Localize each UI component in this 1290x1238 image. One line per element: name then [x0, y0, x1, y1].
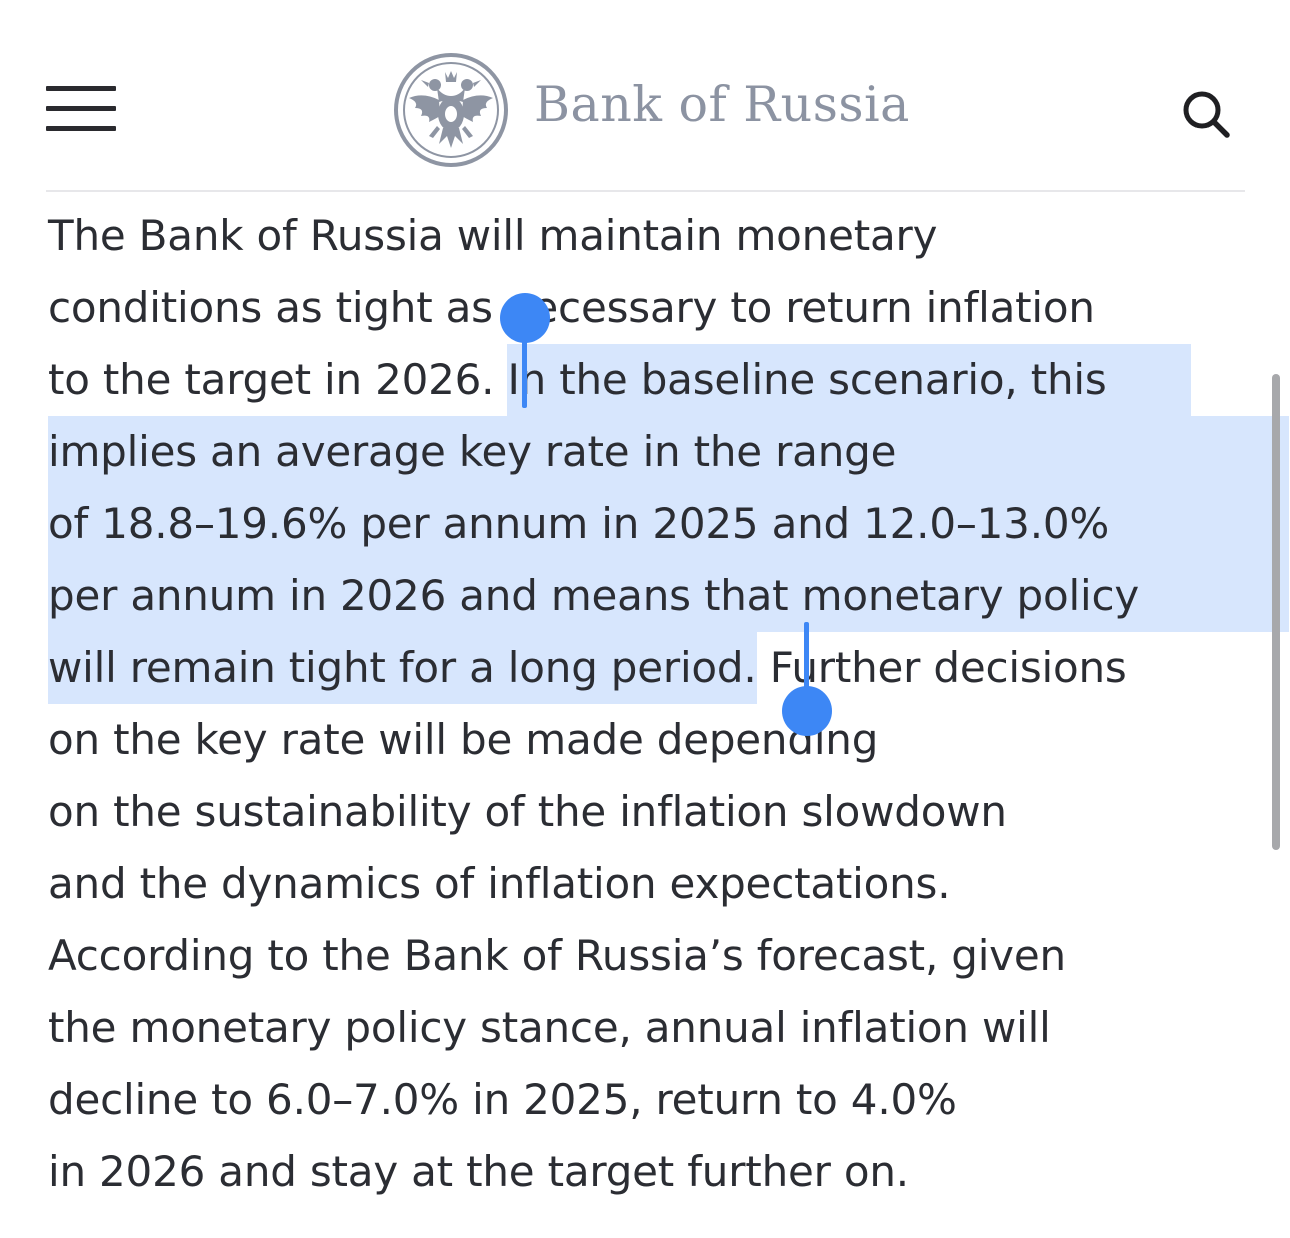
text-line: The Bank of Russia will maintain monetar… — [48, 211, 938, 260]
site-logo[interactable]: Bank of Russia — [393, 52, 913, 168]
text-line: per annum in 2026 and means that monetar… — [48, 560, 1289, 632]
text-line: conditions as tight as necessary to retu… — [48, 283, 1095, 332]
selection-end-handle[interactable] — [782, 686, 832, 736]
selection-end-caret[interactable] — [804, 622, 809, 714]
selected-text[interactable]: of 18.8–19.6% per annum in 2025 and 12.0… — [48, 488, 1289, 560]
selected-text[interactable]: In the baseline scenario, this — [507, 344, 1191, 416]
text-segment: Further decisions — [756, 643, 1127, 692]
text-line: in 2026 and stay at the target further o… — [48, 1147, 909, 1196]
text-line: on the sustainability of the inflation s… — [48, 787, 1007, 836]
text-line: decline to 6.0–7.0% in 2025, return to 4… — [48, 1075, 957, 1124]
menu-button[interactable] — [46, 84, 116, 134]
article-text[interactable]: The Bank of Russia will maintain monetar… — [48, 200, 1289, 1208]
text-line: will remain tight for a long period. Fur… — [48, 632, 1238, 704]
selected-text[interactable]: will remain tight for a long period. — [48, 632, 757, 704]
selected-text[interactable]: implies an average key rate in the range — [48, 416, 1289, 488]
text-line: of 18.8–19.6% per annum in 2025 and 12.0… — [48, 488, 1289, 560]
text-segment: to the target in 2026. — [48, 355, 508, 404]
brand-name: Bank of Russia — [534, 76, 910, 133]
text-line: According to the Bank of Russia’s foreca… — [48, 931, 1066, 980]
text-line: and the dynamics of inflation expectatio… — [48, 859, 951, 908]
text-line: to the target in 2026. In the baseline s… — [48, 344, 1238, 416]
search-icon — [1183, 91, 1230, 138]
selection-start-caret[interactable] — [522, 318, 527, 408]
selected-text[interactable]: per annum in 2026 and means that monetar… — [48, 560, 1289, 632]
selection-start-handle[interactable] — [500, 293, 550, 343]
text-line: on the key rate will be made depending — [48, 715, 879, 764]
double-headed-eagle-emblem-icon — [394, 53, 508, 167]
vertical-scrollbar[interactable] — [1272, 374, 1280, 850]
header-divider — [46, 190, 1245, 192]
text-line: implies an average key rate in the range — [48, 416, 1289, 488]
search-button[interactable] — [1178, 86, 1234, 142]
text-line: the monetary policy stance, annual infla… — [48, 1003, 1051, 1052]
